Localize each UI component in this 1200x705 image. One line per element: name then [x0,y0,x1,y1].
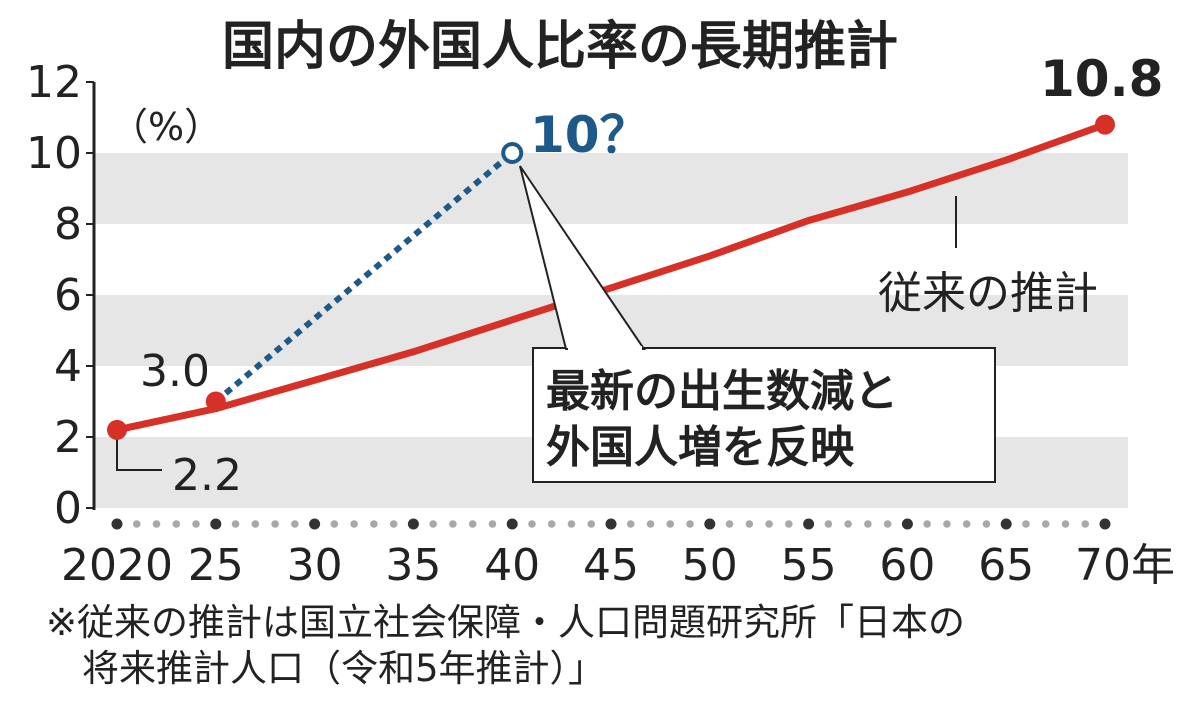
x-minor-dot [132,520,141,528]
x-major-dot [803,518,815,530]
x-axis-dots [111,518,1111,530]
y-tick-label: 8 [54,199,82,250]
x-minor-dot [152,520,161,528]
point-end [1095,114,1115,135]
x-minor-dot [172,520,181,528]
x-major-dot [605,518,617,530]
x-major-dot [309,518,321,530]
x-major-dot [111,518,123,530]
y-tick-label: 6 [54,270,82,321]
x-major-dot [704,518,716,530]
x-minor-dot [271,520,279,528]
y-axis-unit: （%） [110,105,222,149]
x-minor-dot [765,520,773,528]
x-minor-dot [449,520,457,528]
x-minor-dot [350,520,358,528]
x-minor-dot [330,520,339,528]
x-minor-dot [844,520,852,528]
x-minor-dot [725,520,734,528]
x-tick-label: 45 [583,540,639,591]
x-tick-label: 30 [287,540,343,591]
x-minor-dot [626,520,635,528]
x-minor-dot [231,520,240,528]
x-major-dot [407,518,419,530]
x-minor-dot [291,520,299,528]
x-minor-dot [646,520,655,528]
x-tick-label: 60 [879,540,935,591]
y-tick-label: 0 [54,483,82,534]
x-minor-dot [251,520,260,528]
y-tick-label: 12 [26,57,82,108]
x-tick-label: 70年 [1075,540,1175,591]
label-start-value: 2.2 [172,450,242,501]
x-minor-dot [686,520,694,528]
label-end-value: 10.8 [1040,50,1163,108]
x-minor-dot [547,520,556,528]
footnote-line-1: ※従来の推計は国立社会保障・人口問題研究所「日本の [46,601,966,644]
label-marker-value: 3.0 [140,346,210,397]
x-minor-dot [370,520,378,528]
callout-line-2: 外国人増を反映 [546,422,854,473]
x-minor-dot [962,520,971,528]
x-minor-dot [1081,520,1090,528]
x-tick-label: 50 [682,540,738,591]
x-major-dot [1099,518,1111,530]
x-tick-label: 65 [978,540,1034,591]
callout-line-1: 最新の出生数減と [546,366,898,417]
series-line-conventional [113,121,1109,434]
y-ticks: 0 2 4 6 8 10 12 [26,57,94,534]
point-start [107,419,127,440]
chart-title: 国内の外国人比率の長期推計 [222,17,898,77]
x-minor-dot [429,520,437,528]
y-tick-label: 2 [54,412,82,463]
x-major-dot [901,518,913,530]
x-minor-dot [468,520,477,528]
label-series: 従来の推計 [878,268,1098,319]
x-minor-dot [785,520,793,528]
point-new-projection [501,142,524,164]
series-layer [107,114,1115,440]
x-minor-dot [982,520,991,528]
x-tick-label: 40 [484,540,540,591]
x-minor-dot [528,520,536,528]
x-major-dot [1000,518,1012,530]
x-minor-dot [883,520,892,528]
x-minor-dot [1041,520,1050,528]
label-new-projection: 10？ [530,106,650,164]
x-minor-dot [824,520,833,528]
x-tick-label: 2020 [61,540,173,591]
footnote: ※従来の推計は国立社会保障・人口問題研究所「日本の 将来推計人口（令和5年推計）… [46,600,1196,692]
footnote-line-2: 将来推計人口（令和5年推計）」 [82,647,606,690]
x-minor-dot [389,520,398,528]
x-minor-dot [943,520,951,528]
x-minor-dot [587,520,596,528]
x-minor-dot [1022,520,1030,528]
callout-box [532,347,996,483]
x-minor-dot [192,520,200,528]
x-minor-dot [567,520,576,528]
start-value-leader [116,430,162,471]
x-ticks: 2020 25 30 35 40 45 50 55 60 65 70年 [61,540,1175,591]
x-minor-dot [923,520,931,528]
x-tick-label: 55 [781,540,837,591]
x-major-dot [506,518,518,530]
point-2025 [205,391,226,412]
x-tick-label: 35 [385,540,441,591]
x-major-dot [210,518,222,530]
x-minor-dot [666,520,675,528]
y-tick-label: 4 [54,341,82,392]
x-tick-label: 25 [188,540,244,591]
x-minor-dot [745,520,754,528]
x-minor-dot [1061,520,1070,528]
x-minor-dot [488,520,497,528]
x-minor-dot [864,520,872,528]
y-tick-label: 10 [26,128,82,179]
